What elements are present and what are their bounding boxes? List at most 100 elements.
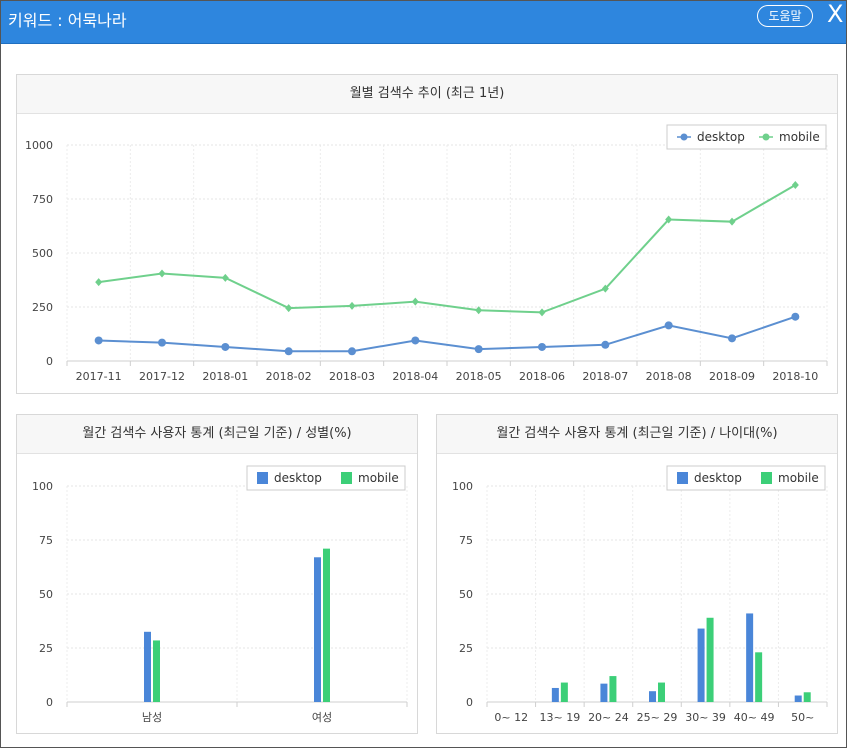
gender-legend-label: desktop [274, 471, 322, 485]
trend-y-tick-label: 0 [46, 355, 53, 368]
trend-x-tick-label: 2018-05 [456, 370, 502, 383]
gender-bar-mobile [153, 640, 160, 702]
trend-point-desktop [538, 342, 546, 351]
age-x-tick-label: 30~ 39 [685, 711, 726, 724]
window-title: 키워드 : 어묵나라 [8, 11, 127, 30]
window-titlebar: 키워드 : 어묵나라 도움말 X [0, 0, 847, 44]
trend-x-tick-label: 2018-09 [709, 370, 755, 383]
trend-x-tick-label: 2018-01 [202, 370, 248, 383]
trend-x-tick-label: 2018-04 [392, 370, 438, 383]
close-icon[interactable]: X [827, 0, 844, 28]
trend-point-mobile [601, 284, 609, 293]
age-panel: 월간 검색수 사용자 통계 (최근일 기준) / 나이대(%) 0 25 50 75 1… [436, 414, 838, 734]
age-bar-desktop [551, 687, 559, 702]
gender-legend-label: mobile [358, 471, 399, 485]
trend-legend-box [666, 124, 827, 150]
gender-chart: 0 25 50 75 100 남성 여성 desktop mobile [32, 465, 408, 724]
gender-legend-box [246, 465, 406, 491]
gender-y-tick-label: 75 [39, 534, 53, 547]
gender-y-tick-label: 100 [32, 480, 53, 493]
trend-y-tick-label: 500 [32, 247, 53, 260]
trend-y-tick-label: 250 [32, 301, 53, 314]
trend-point-mobile [95, 278, 103, 287]
trend-y-tick-label: 750 [32, 193, 53, 206]
age-x-tick-label: 25~ 29 [637, 711, 678, 724]
age-chart: 0 25 50 75 100 0~ 12 13~ 19 20~ 24 25~ 29 30~ 39 4… [452, 465, 828, 724]
trend-x-tick-label: 2017-11 [76, 370, 122, 383]
age-bar-mobile [560, 682, 568, 702]
trend-point-desktop [411, 336, 420, 345]
age-legend-swatch [677, 472, 688, 484]
trend-point-desktop [601, 340, 610, 349]
trend-x-tick-label: 2018-07 [582, 370, 628, 383]
age-x-tick-label: 50~ [791, 711, 814, 724]
age-bar-desktop [600, 683, 608, 702]
gender-y-tick-label: 0 [46, 696, 53, 709]
age-legend-box [666, 465, 826, 491]
age-bar-desktop [746, 613, 754, 702]
monthly-trend-title: 월별 검색수 추이 (최근 1년) [17, 75, 837, 114]
trend-x-tick-label: 2018-10 [772, 370, 818, 383]
age-bar-mobile [755, 652, 763, 702]
trend-point-desktop [728, 334, 736, 343]
trend-series-line-mobile [98, 184, 796, 314]
gender-bar-desktop [314, 557, 321, 702]
trend-point-mobile [221, 273, 229, 282]
trend-y-tick-label: 1000 [25, 139, 53, 152]
age-bar-desktop [794, 695, 802, 702]
help-button[interactable]: 도움말 [757, 5, 813, 27]
age-bar-mobile [706, 617, 714, 702]
age-title: 월간 검색수 사용자 통계 (최근일 기준) / 나이대(%) [437, 415, 837, 454]
trend-legend-label: desktop [697, 130, 745, 144]
trend-point-desktop [474, 345, 483, 354]
gender-y-tick-label: 25 [39, 642, 53, 655]
trend-point-mobile [411, 297, 419, 306]
trend-series-line-desktop [98, 315, 796, 353]
trend-point-mobile [475, 306, 483, 315]
age-x-tick-label: 20~ 24 [588, 711, 629, 724]
gender-title: 월간 검색수 사용자 통계 (최근일 기준) / 성별(%) [17, 415, 417, 454]
age-bar-desktop [649, 691, 656, 702]
trend-point-desktop [664, 321, 673, 330]
trend-x-tick-label: 2017-12 [139, 370, 185, 383]
trend-point-mobile [158, 269, 166, 278]
age-y-tick-label: 0 [466, 696, 473, 709]
age-y-tick-label: 25 [459, 642, 473, 655]
trend-point-desktop [158, 338, 166, 347]
trend-point-mobile [285, 304, 293, 313]
gender-x-tick-label: 남성 [142, 711, 162, 724]
trend-x-tick-label: 2018-06 [519, 370, 565, 383]
age-y-tick-label: 75 [459, 534, 473, 547]
age-bar-desktop [697, 628, 705, 702]
age-y-tick-label: 100 [452, 480, 473, 493]
age-bar-mobile [803, 692, 811, 702]
gender-bar-desktop [144, 631, 151, 702]
age-legend-label: mobile [778, 471, 819, 485]
gender-y-tick-label: 50 [39, 588, 53, 601]
trend-point-mobile [665, 215, 673, 224]
trend-point-desktop [221, 342, 230, 351]
age-bar-mobile [609, 676, 617, 702]
trend-legend-swatch-dot [762, 133, 770, 141]
age-legend-swatch [761, 472, 772, 484]
gender-x-tick-label: 여성 [312, 711, 332, 724]
gender-bar-mobile [323, 548, 330, 702]
trend-x-tick-label: 2018-03 [329, 370, 375, 383]
trend-point-mobile [791, 180, 799, 189]
trend-legend-swatch-dot [680, 133, 688, 141]
trend-legend-label: mobile [779, 130, 820, 144]
trend-point-desktop [348, 347, 356, 356]
age-bar-mobile [658, 682, 665, 702]
age-x-tick-label: 13~ 19 [539, 711, 580, 724]
trend-point-desktop [791, 312, 800, 321]
trend-x-tick-label: 2018-08 [646, 370, 692, 383]
gender-legend-swatch [257, 472, 268, 484]
trend-point-mobile [728, 217, 736, 226]
trend-x-tick-label: 2018-02 [266, 370, 312, 383]
trend-point-desktop [94, 336, 103, 345]
monthly-trend-panel: 월별 검색수 추이 (최근 1년) 0 250 500 750 1000 2017-11 2… [16, 74, 838, 394]
trend-point-mobile [348, 301, 356, 310]
gender-legend-swatch [341, 472, 352, 484]
monthly-trend-chart: 0 250 500 750 1000 2017-11 2017-12 2018-01 2018-… [25, 124, 828, 383]
age-x-tick-label: 40~ 49 [734, 711, 775, 724]
